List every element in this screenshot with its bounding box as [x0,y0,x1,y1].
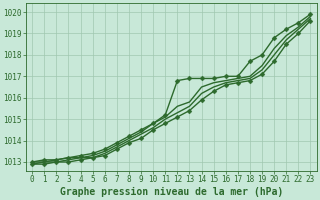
X-axis label: Graphe pression niveau de la mer (hPa): Graphe pression niveau de la mer (hPa) [60,186,283,197]
